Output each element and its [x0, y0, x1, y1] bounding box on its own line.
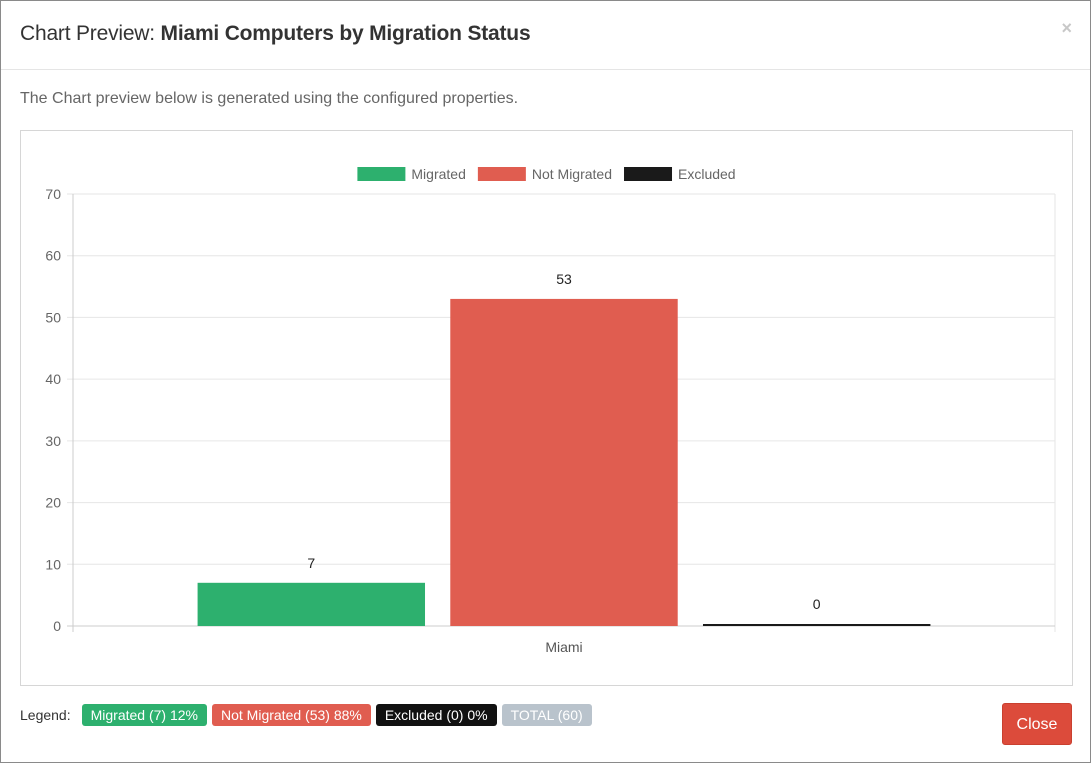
badge-migrated: Migrated (7) 12% — [81, 704, 207, 726]
y-tick-label: 20 — [45, 495, 61, 511]
legend-swatch — [357, 167, 406, 181]
bar-not-migrated — [450, 298, 678, 626]
modal-title: Chart Preview: Miami Computers by Migrat… — [20, 22, 531, 46]
y-tick-label: 70 — [45, 186, 61, 202]
data-label: 0 — [813, 596, 821, 612]
y-tick-label: 40 — [45, 371, 61, 387]
modal-header: Chart Preview: Miami Computers by Migrat… — [1, 1, 1090, 70]
data-label: 53 — [556, 271, 572, 287]
y-tick-label: 10 — [45, 556, 61, 572]
bar-chart: 0 10 20 30 40 50 60 70 7 53 0 Miami Migrated Not Migr… — [45, 166, 1056, 655]
legend-row: Legend: Migrated (7) 12% Not Migrated (5… — [20, 704, 597, 726]
close-button[interactable]: Close — [1002, 703, 1072, 745]
y-tick-label: 30 — [45, 433, 61, 449]
y-tick-label: 60 — [45, 248, 61, 264]
legend-entry: Migrated — [411, 166, 465, 182]
bar-migrated — [197, 582, 426, 626]
badge-excluded: Excluded (0) 0% — [375, 704, 497, 726]
data-label: 7 — [307, 555, 315, 571]
legend-swatch — [624, 167, 673, 181]
modal-description: The Chart preview below is generated usi… — [20, 90, 519, 107]
modal-title-prefix: Chart Preview: — [20, 22, 161, 45]
badge-total: TOTAL (60) — [501, 704, 592, 726]
x-tick-label: Miami — [545, 639, 582, 655]
legend-entry: Excluded — [678, 166, 736, 182]
modal-title-main: Miami Computers by Migration Status — [160, 22, 531, 45]
legend-entry: Not Migrated — [532, 166, 612, 182]
close-icon[interactable]: × — [1061, 18, 1072, 38]
legend-swatch — [477, 167, 526, 181]
y-tick-label: 50 — [45, 309, 61, 325]
chart-container: 0 10 20 30 40 50 60 70 7 53 0 Miami Migrated Not Migr… — [20, 130, 1073, 686]
legend-label: Legend: — [20, 707, 71, 723]
y-tick-label: 0 — [53, 618, 61, 634]
badge-not-migrated: Not Migrated (53) 88% — [212, 704, 371, 726]
bar-excluded — [702, 624, 931, 626]
